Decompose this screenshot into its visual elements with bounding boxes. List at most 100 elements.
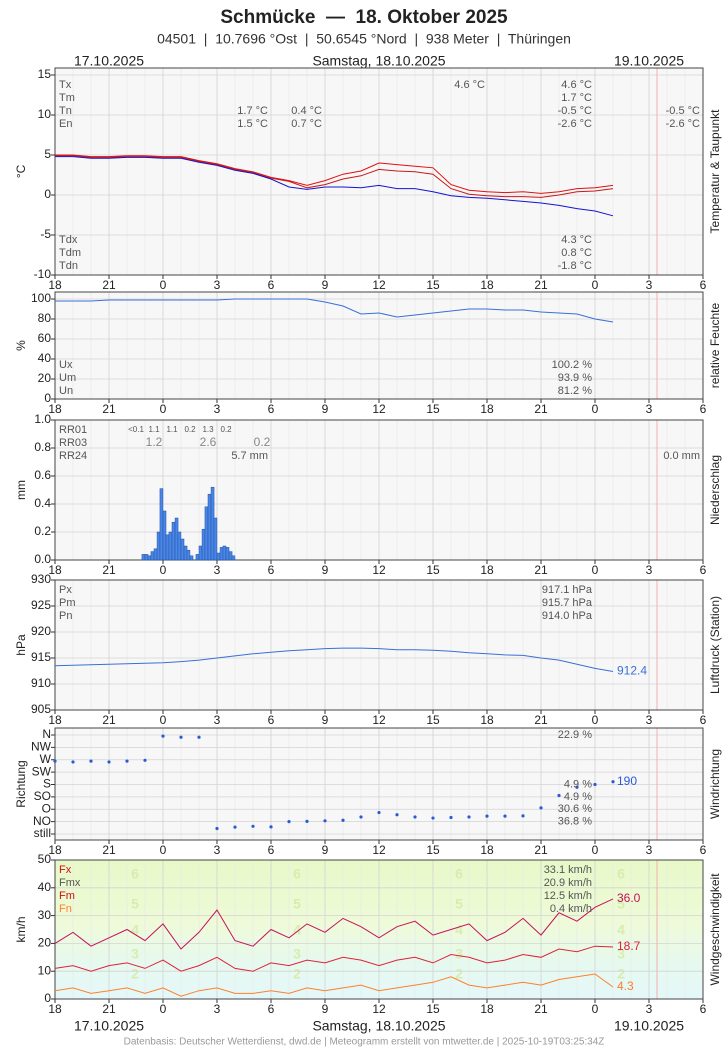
- x-tick-label: 21: [534, 1002, 548, 1016]
- direction-dot: [215, 826, 219, 831]
- y-tick-label: 0: [44, 991, 51, 1005]
- precip-bar: [156, 531, 161, 561]
- beaufort-label: 3: [455, 946, 463, 962]
- series-line: [54, 647, 614, 672]
- date-right: 19.10.2025: [614, 53, 684, 69]
- y-tick-label: S: [43, 777, 51, 791]
- x-tick-label: 9: [322, 1002, 329, 1016]
- beaufort-label: 5: [617, 896, 625, 912]
- x-tick-label: 3: [646, 563, 653, 577]
- y-tick-label: -10: [34, 267, 52, 281]
- direction-dot: [53, 759, 57, 763]
- y-axis-label: mm: [14, 480, 28, 500]
- stat-value: 0.4 km/h: [550, 903, 592, 915]
- x-tick-label: 15: [426, 563, 440, 577]
- beaufort-label: 3: [617, 946, 625, 962]
- x-tick-label: 6: [700, 713, 707, 727]
- stat-label: Fm: [59, 890, 75, 902]
- x-tick-label: 0: [592, 713, 599, 727]
- x-tick-label: 15: [426, 402, 440, 416]
- x-tick-label: 6: [268, 402, 275, 416]
- direction-dot: [593, 782, 597, 787]
- stat-label: Tdm: [59, 247, 81, 259]
- y-tick-label: N: [42, 727, 51, 741]
- precip-bar: [183, 545, 188, 561]
- x-tick-label: 21: [534, 713, 548, 727]
- x-tick-label: 6: [700, 278, 707, 292]
- beaufort-label: 5: [131, 896, 139, 912]
- direction-dot: [341, 818, 345, 822]
- x-tick-label: 21: [102, 278, 116, 292]
- stat-value: 12.5 km/h: [544, 890, 592, 902]
- y-tick-label: 905: [31, 702, 51, 716]
- direction-dot: [89, 759, 93, 763]
- beaufort-label: 5: [455, 896, 463, 912]
- precip-bar: [213, 517, 218, 561]
- beaufort-label: 6: [617, 866, 625, 882]
- direction-dot: [269, 825, 273, 829]
- direction-dot: [431, 816, 435, 820]
- plot-frame: [54, 67, 704, 276]
- y-tick-label: SO: [34, 789, 51, 803]
- stat-label: En: [59, 118, 72, 130]
- y-tick-label: 40: [38, 351, 52, 365]
- precip-bar: [177, 531, 182, 561]
- x-tick-label: 15: [426, 713, 440, 727]
- stat-value: 917.1 hPa: [542, 584, 593, 596]
- end-label: 190: [617, 774, 637, 788]
- x-tick-label: 18: [48, 713, 62, 727]
- direction-dot: [161, 734, 165, 738]
- y-axis-label: °C: [14, 164, 28, 178]
- precip-bar: [144, 554, 149, 561]
- y-tick-label: 0: [44, 391, 51, 405]
- stat-label: Un: [59, 385, 73, 397]
- x-tick-label: 3: [214, 843, 221, 857]
- y-tick-label: 40: [38, 880, 52, 894]
- x-tick-label: 21: [102, 1002, 116, 1016]
- direction-dot: [359, 815, 363, 819]
- x-tick-label: 3: [646, 1002, 653, 1016]
- stat-value: 1.2: [146, 435, 163, 449]
- direction-dot: [233, 825, 237, 829]
- end-label: 18.7: [617, 939, 641, 953]
- x-tick-label: 0: [592, 402, 599, 416]
- date-center: Samstag, 18.10.2025: [312, 53, 445, 69]
- stat-value: 915.7 hPa: [542, 597, 593, 609]
- x-tick-label: 21: [534, 278, 548, 292]
- y-tick-label: 0.8: [34, 440, 51, 454]
- beaufort-label: 3: [293, 946, 301, 962]
- x-tick-label: 18: [480, 713, 494, 727]
- direction-dot: [611, 780, 615, 784]
- stat-value: 1.5 °C: [237, 118, 268, 130]
- stat-label: Tdx: [59, 234, 78, 246]
- precip-bar: [147, 555, 152, 561]
- y-tick-label: NW: [31, 740, 52, 754]
- x-tick-label: 12: [372, 1002, 386, 1016]
- plot-frame: [54, 291, 704, 400]
- y-tick-label: -5: [40, 227, 51, 241]
- series-line: [55, 156, 614, 217]
- stat-value: 4.9 %: [564, 791, 592, 803]
- beaufort-label: 2: [293, 966, 301, 982]
- series-line: [55, 298, 614, 323]
- side-title: Windgeschwindigkeit: [708, 873, 722, 986]
- precip-bar: [159, 488, 164, 561]
- beaufort-label: 4: [455, 922, 463, 938]
- x-tick-label: 3: [646, 843, 653, 857]
- direction-dot: [125, 759, 129, 763]
- stat-value: 2.6: [200, 435, 217, 449]
- y-tick-label: 80: [38, 311, 52, 325]
- y-tick-label: 30: [38, 908, 52, 922]
- stat-label: Px: [59, 584, 72, 596]
- x-tick-label: 18: [48, 843, 62, 857]
- stat-label: Tm: [59, 92, 75, 104]
- y-tick-label: O: [42, 801, 51, 815]
- stat-value: 1.1: [148, 425, 160, 434]
- precip-bar: [216, 552, 221, 561]
- x-tick-label: 18: [480, 402, 494, 416]
- precip-bar: [171, 521, 176, 561]
- x-tick-label: 21: [534, 843, 548, 857]
- precip-bar: [195, 554, 200, 561]
- y-tick-label: 0.6: [34, 468, 51, 482]
- direction-dot: [467, 815, 471, 819]
